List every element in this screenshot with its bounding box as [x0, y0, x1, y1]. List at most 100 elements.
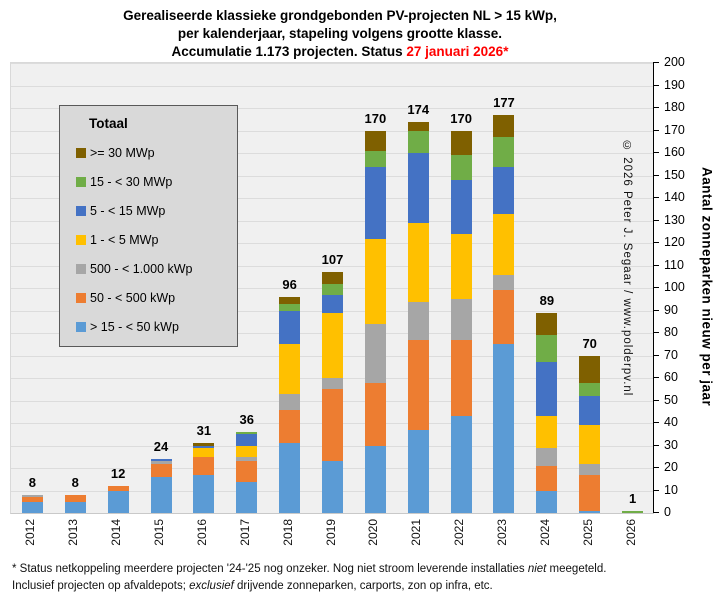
gridline — [11, 85, 654, 87]
bar-segment — [407, 121, 429, 131]
legend-label: 5 - < 15 MWp — [90, 204, 166, 218]
bar-segment — [407, 301, 429, 340]
gridline — [11, 243, 654, 244]
y-axis-tick — [653, 354, 659, 356]
gridline — [11, 220, 654, 222]
bar-2019 — [322, 272, 343, 513]
bar-segment — [493, 274, 515, 291]
bar-segment — [193, 447, 215, 457]
x-axis-label: 2017 — [237, 519, 252, 546]
y-tick-label: 190 — [664, 77, 685, 92]
y-tick-label: 180 — [664, 100, 685, 114]
gridline — [11, 63, 654, 64]
chart-title-status-date: 27 januari 2026* — [406, 44, 509, 59]
y-axis-tick — [653, 309, 659, 311]
bar-segment — [322, 461, 343, 513]
y-axis-tick — [653, 129, 659, 131]
legend-item: 50 - < 500 kWp — [76, 291, 237, 305]
bar-segment — [407, 222, 429, 302]
bar-total-label: 8 — [71, 475, 79, 490]
bar-2018 — [279, 297, 301, 513]
bar-2016 — [193, 443, 215, 513]
bar-total-label: 1 — [628, 490, 637, 506]
legend-swatch-icon — [76, 293, 86, 303]
bar-segment — [236, 434, 258, 446]
legend-swatch-icon — [76, 235, 86, 245]
y-axis-tick — [653, 467, 659, 468]
y-tick-label: 170 — [664, 122, 685, 137]
y-axis-tick — [653, 219, 659, 221]
bar-segment — [364, 324, 386, 383]
bar-segment — [536, 312, 558, 336]
bar-segment — [322, 294, 343, 313]
bar-segment — [64, 495, 86, 502]
footnote-line1-italic: niet — [527, 563, 547, 575]
bar-segment — [150, 477, 172, 513]
x-axis-label: 2015 — [152, 519, 167, 546]
bar-segment — [493, 114, 515, 138]
chart-title-line3: Accumulatie 1.173 projecten. Status 27 j… — [0, 43, 680, 61]
bar-segment — [236, 461, 258, 482]
y-tick-label: 90 — [664, 302, 678, 317]
legend-item: >= 30 MWp — [76, 146, 237, 160]
bar-segment — [450, 299, 472, 340]
y-axis-tick — [653, 152, 659, 153]
legend-label: > 15 - < 50 kWp — [90, 320, 179, 334]
footnote-line1-tail: meegeteld. — [546, 563, 607, 575]
y-tick-label: 150 — [664, 167, 685, 182]
gridline — [11, 130, 654, 132]
legend-box: Totaal >= 30 MWp 15 - < 30 MWp 5 - < 15 MW… — [59, 105, 238, 347]
bar-segment — [21, 501, 43, 513]
bar-2023 — [493, 114, 515, 513]
bar-total-label: 174 — [407, 101, 430, 117]
bar-segment — [279, 303, 301, 311]
x-axis-label: 2023 — [494, 519, 509, 546]
x-axis-label: 2016 — [194, 519, 209, 546]
legend-swatch-icon — [76, 264, 86, 274]
footnote-line1: * Status netkoppeling meerdere projecten… — [12, 561, 606, 578]
footnote-line2-text: Inclusief projecten op afvaldepots; — [12, 580, 190, 592]
bar-segment — [364, 166, 386, 239]
bar-total-label: 170 — [364, 110, 387, 126]
y-tick-label: 160 — [664, 145, 685, 159]
bar-segment — [236, 481, 258, 513]
bar-segment — [364, 382, 386, 446]
bar-segment — [536, 447, 558, 466]
bar-segment — [322, 272, 343, 284]
legend-label: 1 - < 5 MWp — [90, 233, 159, 247]
y-tick-label: 120 — [664, 235, 685, 249]
bar-segment — [279, 297, 301, 304]
bar-total-label: 70 — [582, 335, 597, 351]
y-axis-tick — [653, 444, 659, 446]
gridline — [11, 108, 654, 109]
y-tick-label: 200 — [664, 55, 685, 69]
bar-segment — [579, 355, 601, 383]
y-tick-label: 80 — [664, 325, 678, 339]
bar-segment — [536, 362, 558, 417]
bar-segment — [493, 166, 515, 214]
bar-segment — [450, 234, 472, 300]
legend-items: >= 30 MWp 15 - < 30 MWp 5 - < 15 MWp 1 - < … — [60, 146, 237, 334]
gridline — [11, 198, 654, 199]
bar-segment — [407, 339, 429, 430]
y-tick-label: 70 — [664, 347, 678, 362]
chart-title-line3-prefix: Accumulatie 1.173 projecten. Status — [171, 44, 407, 59]
bar-segment — [579, 510, 601, 513]
y-tick-label: 50 — [664, 392, 678, 407]
bar-2014 — [107, 486, 129, 513]
bar-2012 — [21, 495, 43, 513]
x-axis-label: 2020 — [366, 519, 381, 546]
bar-segment — [322, 389, 343, 462]
gridline — [11, 265, 654, 267]
bar-segment — [536, 335, 558, 363]
legend-item: > 15 - < 50 kWp — [76, 320, 237, 334]
bar-segment — [450, 339, 472, 417]
y-axis-tick — [653, 62, 659, 63]
legend-swatch-icon — [76, 148, 86, 158]
legend-swatch-icon — [76, 206, 86, 216]
bar-segment — [579, 463, 601, 475]
legend-item: 500 - < 1.000 kWp — [76, 262, 237, 276]
y-axis-tick — [653, 287, 659, 288]
x-axis-label: 2024 — [537, 519, 552, 546]
bar-2022 — [450, 130, 472, 513]
